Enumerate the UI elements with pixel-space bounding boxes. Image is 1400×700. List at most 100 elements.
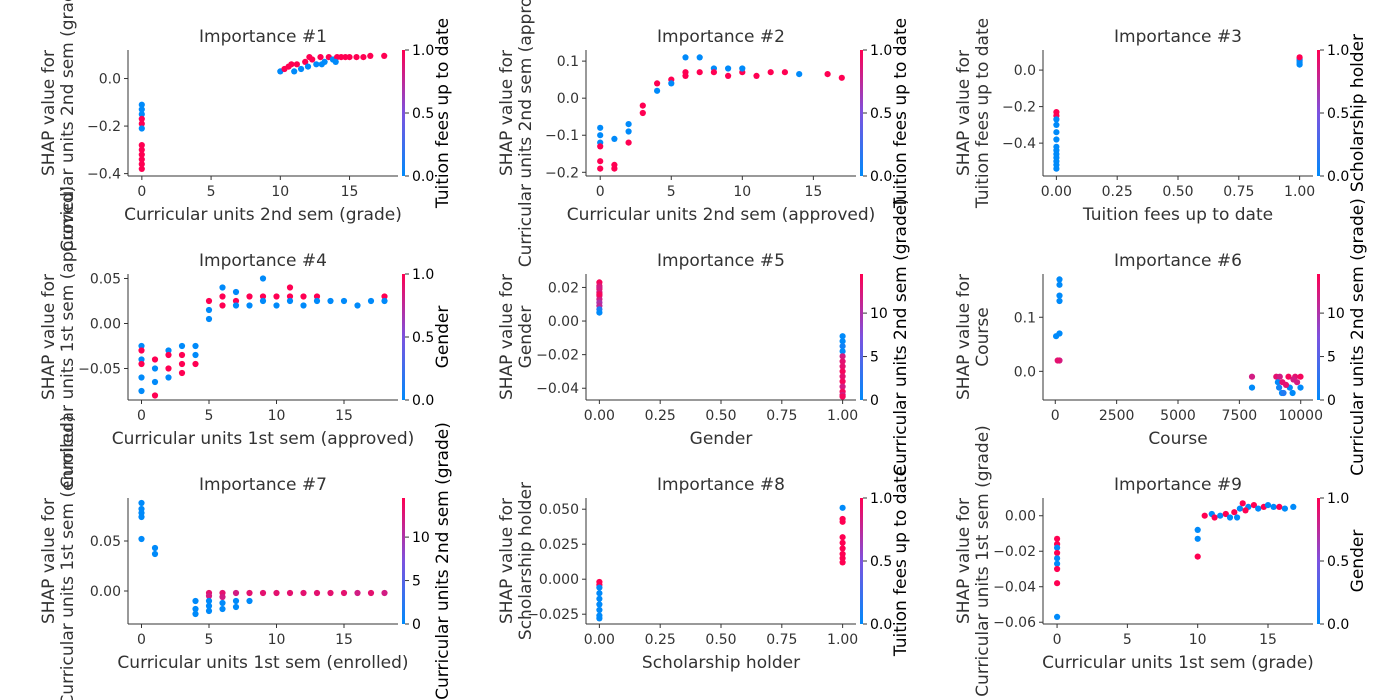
colorbar-tick-label: 0.0: [412, 169, 434, 185]
y-axis-label: SHAP value forCurricular units 1st sem (…: [39, 415, 78, 700]
data-point: [138, 165, 145, 172]
data-point: [696, 54, 703, 61]
y-axis-label: SHAP value forScholarship holder: [497, 482, 536, 640]
chart-title: Importance #4: [199, 251, 327, 271]
x-axis-label: Curricular units 2nd sem (approved): [567, 205, 876, 225]
data-point: [246, 597, 253, 605]
data-point: [286, 293, 294, 300]
data-point: [1194, 553, 1201, 560]
x-axis-label: Gender: [690, 429, 753, 449]
data-point: [625, 139, 632, 146]
data-point: [346, 54, 353, 61]
data-point: [1054, 555, 1061, 562]
data-point: [1280, 389, 1287, 397]
data-point: [286, 589, 294, 597]
colorbar-tick-label: 0: [870, 393, 879, 409]
x-tick-label: 0.25: [645, 632, 676, 648]
x-tick-label: 0: [137, 632, 146, 648]
y-tick-label: −0.2: [545, 165, 579, 181]
data-point: [219, 605, 226, 613]
data-point: [597, 158, 604, 165]
data-point: [288, 61, 295, 68]
colorbar-tick-label: 1.0: [870, 43, 892, 59]
x-tick-label: 1.00: [827, 408, 858, 424]
y-axis-label: SHAP value forCurricular units 1st sem (…: [39, 186, 78, 489]
y-tick-label: 0.1: [557, 54, 579, 70]
colorbar-label: Curricular units 2nd sem (grade): [433, 422, 453, 700]
y-tick-label: 0.00: [1005, 509, 1036, 525]
chart-title: Importance #6: [1114, 251, 1242, 271]
y-tick-label: 0.00: [90, 584, 121, 600]
data-point: [138, 499, 145, 507]
colorbar-tick-label: 0.5: [870, 554, 892, 570]
data-point: [1053, 136, 1060, 143]
data-point: [259, 293, 267, 300]
data-point: [1054, 613, 1061, 621]
data-point: [300, 293, 307, 300]
data-point: [1285, 373, 1292, 380]
data-point: [596, 584, 603, 591]
data-point: [1056, 297, 1063, 305]
data-point: [1255, 505, 1262, 512]
data-point: [625, 121, 632, 128]
data-point: [696, 69, 703, 76]
y-tick-label: 0.02: [548, 280, 579, 296]
x-axis-label: Curricular units 2nd sem (grade): [124, 205, 402, 225]
x-tick-label: 0: [1051, 408, 1060, 424]
data-point: [232, 603, 240, 611]
x-tick-label: 1.00: [827, 632, 858, 648]
data-point: [138, 151, 145, 158]
data-point: [839, 348, 846, 355]
y-axis-label: SHAP value forTuition fees up to date: [954, 18, 993, 209]
data-point: [596, 284, 603, 291]
data-point: [313, 589, 321, 597]
data-point: [1296, 54, 1303, 61]
colorbar-tick-label: 5: [870, 350, 879, 366]
x-tick-label: 10: [268, 408, 286, 424]
data-point: [232, 597, 240, 605]
data-point: [219, 293, 226, 300]
x-tick-label: 0.75: [1223, 184, 1254, 200]
data-point: [205, 592, 213, 600]
data-point: [839, 333, 846, 340]
data-point: [138, 513, 145, 521]
x-axis-label: Curricular units 1st sem (grade): [1042, 653, 1314, 673]
data-point: [611, 165, 618, 172]
colorbar-label: Gender: [433, 306, 453, 369]
data-point: [1274, 379, 1281, 386]
data-point: [597, 165, 604, 172]
x-tick-label: 0.75: [766, 408, 797, 424]
data-point: [1290, 376, 1297, 383]
data-point: [1217, 512, 1224, 519]
data-point: [219, 593, 226, 601]
x-tick-label: 0.00: [1041, 184, 1072, 200]
data-point: [300, 589, 307, 597]
data-point: [219, 599, 226, 607]
y-axis-label: SHAP value forCurricular units 1st sem (…: [954, 425, 993, 697]
data-point: [293, 61, 300, 68]
data-point: [327, 589, 334, 597]
data-point: [317, 54, 324, 61]
colorbar-tick-label: 1.0: [870, 491, 892, 507]
data-point: [839, 504, 846, 511]
data-point: [1194, 526, 1201, 534]
data-point: [1231, 509, 1238, 516]
data-point: [273, 589, 280, 597]
data-point: [192, 360, 199, 368]
chart-title: Importance #3: [1114, 27, 1242, 47]
data-point: [1290, 503, 1297, 510]
data-point: [354, 302, 361, 309]
data-point: [753, 72, 760, 79]
x-tick-label: 5: [667, 184, 676, 200]
data-point: [381, 293, 388, 300]
data-point: [1056, 330, 1063, 337]
data-point: [1056, 281, 1063, 288]
colorbar: [402, 274, 405, 400]
y-tick-label: 0.1: [1014, 310, 1036, 326]
chart-panel-3: Importance #3 0.00 0.25 0.50 0.75 1.00 −0.4 −0.…: [954, 18, 1368, 225]
y-tick-label: 0.05: [90, 272, 121, 288]
y-tick-label: −0.4: [87, 167, 121, 183]
data-point: [596, 309, 603, 316]
x-tick-label: 0.00: [584, 632, 615, 648]
data-point: [367, 52, 374, 60]
